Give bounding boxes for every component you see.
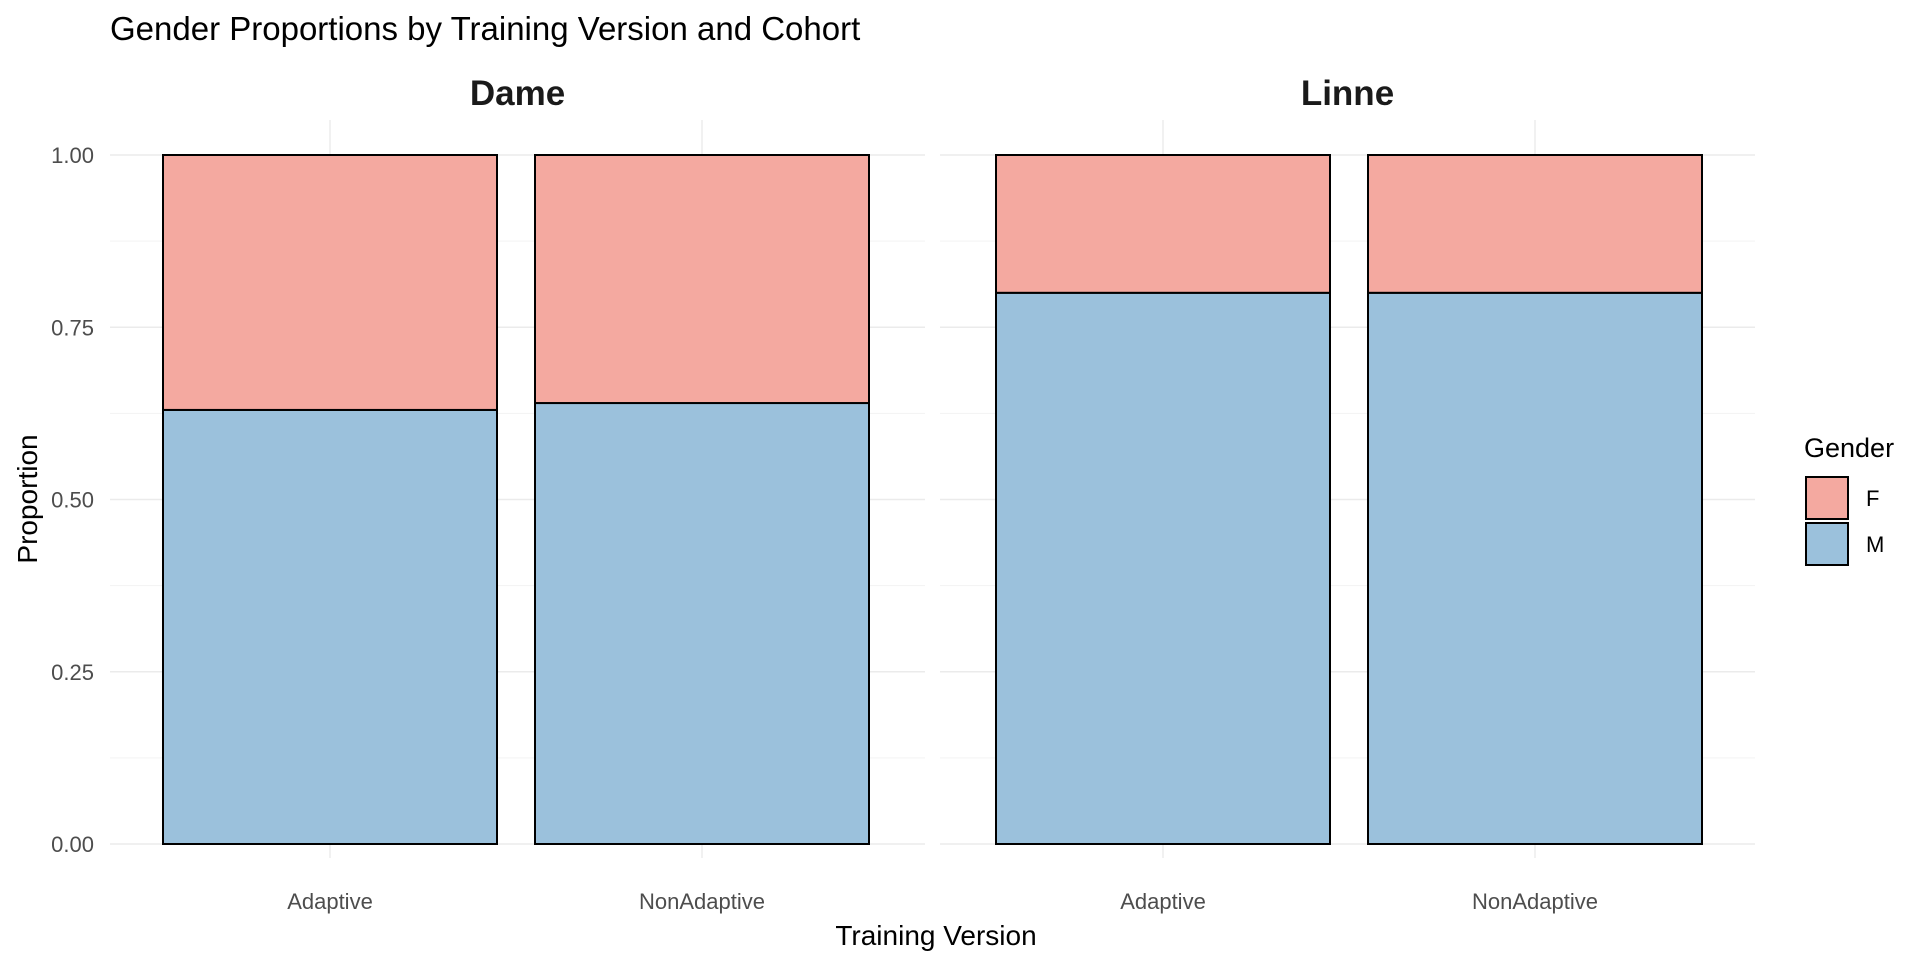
- y-tick-label: 1.00: [51, 143, 94, 168]
- legend: Gender FM: [1804, 433, 1894, 566]
- facet-panels: Dame Adaptive NonAdaptive Linne Adaptive NonA…: [110, 74, 1755, 914]
- y-axis: 0.00 0.25 0.50 0.75 1.00: [51, 143, 94, 857]
- y-tick-label: 0.25: [51, 660, 94, 685]
- legend-key: [1805, 522, 1849, 566]
- x-axis-title: Training Version: [835, 920, 1036, 951]
- legend-label: F: [1866, 486, 1879, 511]
- y-tick-label: 0.00: [51, 832, 94, 857]
- x-tick-label: Adaptive: [1120, 889, 1206, 914]
- legend-key: [1805, 476, 1849, 520]
- x-tick-label: NonAdaptive: [639, 889, 765, 914]
- bar-f-nonadaptive: [1367, 154, 1703, 294]
- bar-f-adaptive: [162, 154, 498, 411]
- bar-m-nonadaptive: [1367, 291, 1703, 845]
- legend-item-m: M: [1805, 522, 1884, 566]
- facet-label: Linne: [1301, 74, 1394, 113]
- chart-title: Gender Proportions by Training Version a…: [110, 10, 860, 47]
- facet-panel-linne: Linne Adaptive NonAdaptive: [940, 74, 1755, 914]
- x-tick-label: NonAdaptive: [1472, 889, 1598, 914]
- y-tick-label: 0.50: [51, 488, 94, 513]
- bar-m-adaptive: [162, 408, 498, 845]
- legend-item-f: F: [1805, 476, 1879, 520]
- legend-label: M: [1866, 532, 1884, 557]
- y-axis-title: Proportion: [12, 434, 43, 563]
- y-tick-label: 0.75: [51, 315, 94, 340]
- legend-title: Gender: [1804, 433, 1894, 463]
- x-tick-label: Adaptive: [287, 889, 373, 914]
- legend-items: FM: [1805, 476, 1884, 566]
- bar-m-nonadaptive: [534, 402, 870, 845]
- facet-label: Dame: [470, 74, 565, 113]
- bar-m-adaptive: [995, 291, 1331, 845]
- bar-f-adaptive: [995, 154, 1331, 294]
- bar-f-nonadaptive: [534, 154, 870, 405]
- facet-panel-dame: Dame Adaptive NonAdaptive: [110, 74, 925, 914]
